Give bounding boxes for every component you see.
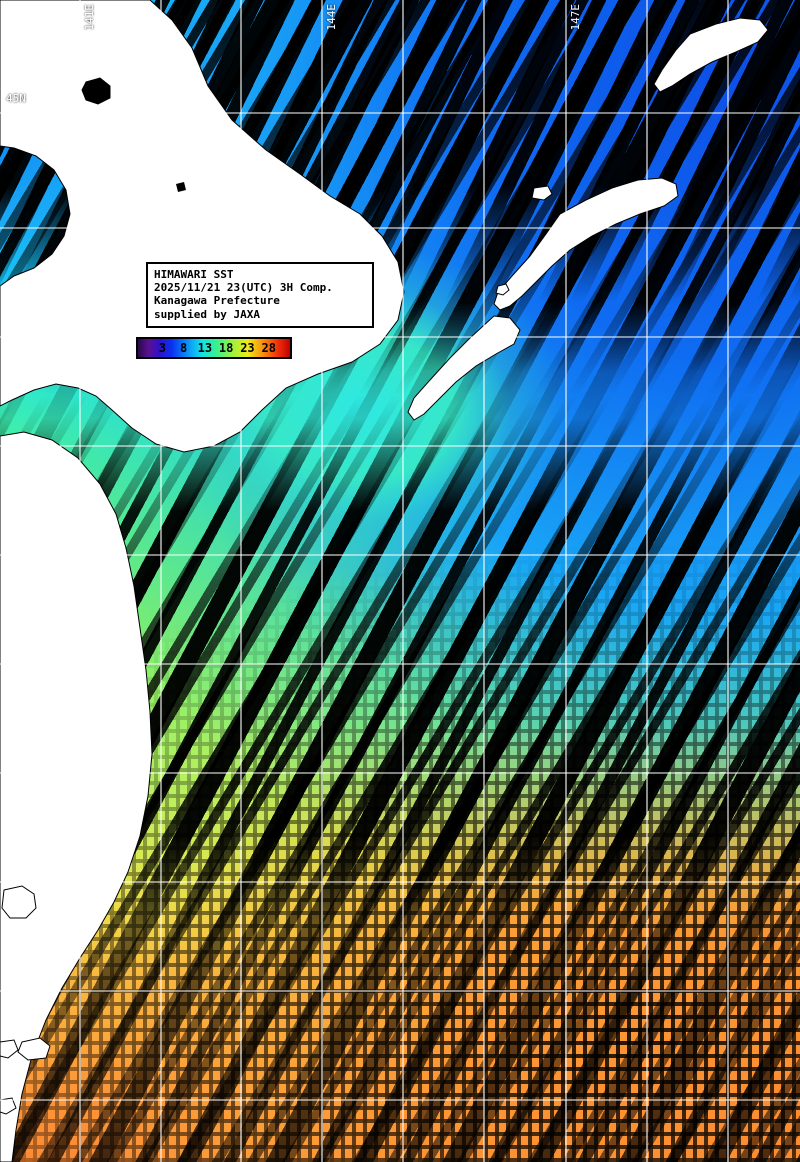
colorbar-tick-18: 18 — [218, 341, 234, 355]
longitude-label-144e: 144E — [325, 4, 338, 31]
info-datetime: 2025/11/21 23(UTC) 3H Comp. — [154, 281, 333, 295]
landmass-west-coast — [0, 431, 153, 1162]
colorbar-tick-23: 23 — [240, 341, 255, 355]
longitude-label-141e: 141E — [83, 4, 96, 31]
island-small-a — [17, 1037, 51, 1061]
island-cluster-west — [1, 885, 37, 919]
info-source: supplied by JAXA — [154, 307, 260, 321]
island-small-b — [0, 1039, 19, 1059]
info-box: HIMAWARI SST 2025/11/21 23(UTC) 3H Comp.… — [146, 262, 374, 328]
colorbar-tick-28: 28 — [261, 341, 276, 355]
island-kuril-lower — [407, 315, 521, 421]
landmass-hokkaido — [0, 0, 405, 453]
latitude-label-45n: 45N — [6, 92, 26, 105]
island-kuril-dot-a — [531, 185, 553, 201]
island-small-c — [0, 1097, 17, 1115]
info-region: Kanagawa Prefecture — [154, 294, 280, 308]
colorbar-tick-3: 3 — [158, 341, 166, 355]
colorbar-tick-8: 8 — [179, 341, 188, 355]
colorbar-tick-13: 13 — [197, 341, 213, 355]
info-title: HIMAWARI SST — [154, 268, 234, 281]
island-kuril-dot-b — [495, 283, 510, 296]
longitude-label-147e: 147E — [569, 4, 582, 31]
colorbar-tick-labels: 3 8 13 18 23 28 — [138, 339, 290, 357]
inland-lake — [81, 77, 111, 105]
island-kuril-main — [493, 177, 679, 311]
colorbar-gradient — [138, 339, 290, 357]
sst-colorbar: 3 8 13 18 23 28 — [136, 337, 292, 359]
coast-mark-a — [176, 182, 186, 192]
island-kuril-north — [653, 17, 769, 93]
